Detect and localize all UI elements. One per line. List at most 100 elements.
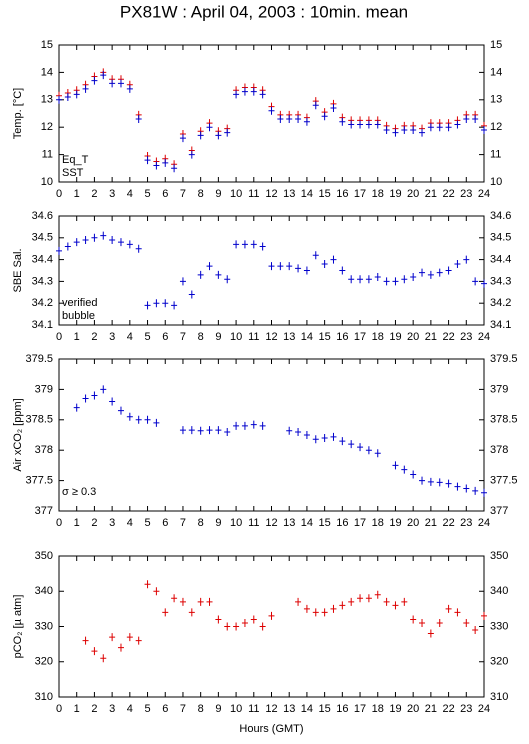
x-tick-label: 16 — [336, 517, 348, 529]
data-point — [330, 255, 337, 264]
data-point — [472, 114, 479, 123]
x-tick-label: 3 — [109, 517, 115, 529]
data-point — [427, 123, 434, 132]
x-tick-label: 1 — [74, 331, 80, 343]
x-tick-label: 16 — [336, 331, 348, 343]
data-point — [73, 403, 80, 412]
x-tick-label: 22 — [442, 703, 454, 715]
data-point — [454, 608, 461, 617]
data-point — [392, 461, 399, 470]
y-tick-label-right: 34.1 — [490, 319, 511, 331]
data-point — [197, 426, 204, 435]
x-tick-label: 2 — [91, 517, 97, 529]
x-tick-label: 14 — [301, 331, 313, 343]
x-tick-label: 13 — [283, 517, 295, 529]
data-point — [233, 90, 240, 99]
data-point — [82, 636, 89, 645]
x-tick-label: 8 — [198, 517, 204, 529]
x-tick-label: 22 — [442, 188, 454, 200]
y-tick-label-right: 377.5 — [490, 475, 518, 487]
data-point — [56, 246, 62, 255]
data-point — [241, 421, 248, 430]
data-point — [117, 238, 124, 247]
x-tick-label: 13 — [283, 703, 295, 715]
data-point — [286, 262, 293, 271]
legend-label: verified — [62, 297, 97, 309]
data-point — [197, 131, 204, 140]
x-tick-label: 19 — [389, 703, 401, 715]
data-point — [109, 633, 116, 642]
x-tick-label: 6 — [162, 331, 168, 343]
data-point — [339, 601, 346, 610]
data-point — [259, 421, 266, 430]
data-point — [73, 238, 80, 247]
x-tick-label: 9 — [215, 517, 221, 529]
data-point — [56, 95, 62, 104]
x-tick-label: 19 — [389, 188, 401, 200]
data-point — [392, 277, 399, 286]
x-tick-label: 2 — [91, 703, 97, 715]
data-point — [374, 449, 381, 458]
data-point — [126, 412, 133, 421]
x-tick-label: 21 — [425, 331, 437, 343]
data-point — [454, 259, 461, 268]
data-point — [135, 415, 142, 424]
data-point — [303, 604, 310, 613]
data-point — [259, 622, 266, 631]
data-point — [144, 156, 151, 165]
y-tick-label-right: 34.5 — [490, 232, 511, 244]
x-tick-label: 2 — [91, 331, 97, 343]
x-tick-label: 20 — [407, 517, 419, 529]
y-tick-label-right: 34.4 — [490, 254, 511, 266]
data-point — [277, 114, 284, 123]
data-point — [179, 597, 186, 606]
data-point — [330, 432, 337, 441]
data-point — [303, 266, 310, 275]
data-point — [126, 240, 133, 249]
x-tick-label: 24 — [478, 517, 490, 529]
x-tick-label: 0 — [56, 703, 62, 715]
x-tick-label: 0 — [56, 188, 62, 200]
x-tick-label: 11 — [248, 331, 259, 343]
data-point — [481, 611, 487, 620]
x-tick-label: 14 — [301, 188, 313, 200]
data-point — [224, 427, 231, 436]
data-point — [463, 618, 470, 627]
data-point — [197, 270, 204, 279]
x-tick-label: 7 — [180, 331, 186, 343]
data-point — [153, 299, 160, 308]
data-point — [481, 488, 487, 497]
y-tick-label: 34.6 — [32, 210, 53, 222]
y-tick-label-right: 330 — [490, 620, 508, 632]
data-point — [268, 106, 275, 115]
data-point — [463, 484, 470, 493]
y-axis-label: Temp. [°C] — [12, 88, 24, 139]
data-point — [357, 275, 364, 284]
y-tick-label-right: 14 — [490, 66, 502, 78]
data-point — [401, 275, 408, 284]
x-tick-label: 5 — [144, 331, 150, 343]
x-tick-label: 13 — [283, 188, 295, 200]
data-point — [472, 486, 479, 495]
x-tick-label: 16 — [336, 703, 348, 715]
y-tick-label: 11 — [42, 149, 53, 161]
data-point — [241, 87, 248, 96]
data-point — [171, 301, 178, 310]
data-point — [295, 264, 302, 273]
y-tick-label: 15 — [41, 39, 53, 51]
y-tick-label: 377 — [35, 505, 53, 517]
data-point — [303, 117, 310, 126]
x-tick-label: 15 — [319, 517, 331, 529]
data-point — [445, 123, 452, 132]
x-tick-label: 5 — [144, 517, 150, 529]
x-tick-label: 5 — [144, 188, 150, 200]
legend-label: Eq_T — [62, 154, 89, 166]
y-tick-label: 320 — [35, 656, 53, 668]
x-tick-label: 4 — [127, 517, 133, 529]
y-tick-label-right: 378 — [490, 444, 508, 456]
y-tick-label-right: 340 — [490, 585, 508, 597]
data-point — [162, 608, 169, 617]
y-tick-label: 350 — [35, 550, 53, 562]
data-point — [100, 71, 107, 80]
